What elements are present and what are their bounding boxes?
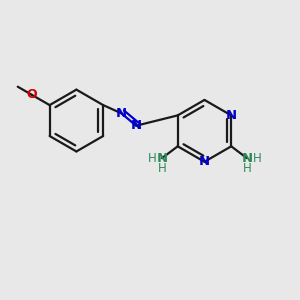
Text: N: N (157, 152, 168, 165)
Text: N: N (226, 109, 237, 122)
Text: H: H (158, 163, 167, 176)
Text: N: N (241, 152, 252, 165)
Text: H: H (253, 152, 262, 165)
Text: H: H (242, 163, 251, 176)
Text: N: N (199, 155, 210, 168)
Text: H: H (147, 152, 156, 165)
Text: N: N (130, 119, 142, 132)
Text: N: N (116, 107, 127, 120)
Text: O: O (26, 88, 37, 101)
